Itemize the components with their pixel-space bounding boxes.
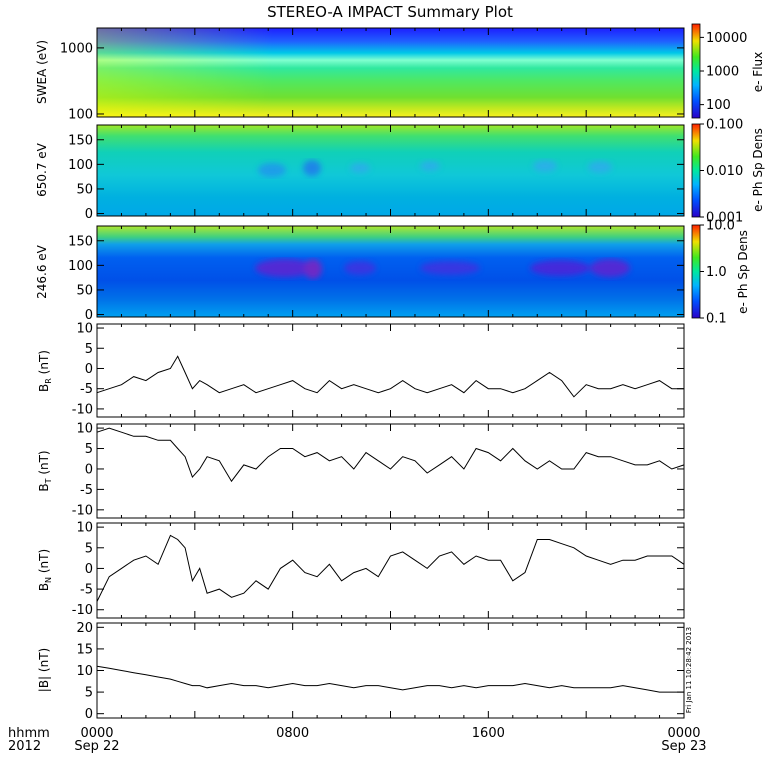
colorbar-flux: 100 1000 10000 e- Flux	[691, 23, 765, 119]
panel-246-ev: 0 50 100 150 246.6 eV	[35, 225, 685, 323]
time-axis-year: 2012	[8, 739, 41, 754]
ytick-label: 5	[85, 342, 93, 357]
colorbar-tick-label: 1000	[706, 65, 739, 80]
ytick-label: 0	[85, 562, 93, 577]
colorbar-tick-label: 0.001	[706, 211, 743, 226]
ytick-label: 0	[85, 308, 93, 323]
ytick-label: 10	[76, 322, 93, 337]
panel-bn: -10 -5 0 5 10 BN (nT)	[37, 521, 685, 619]
timestamp-note: Fri Jan 11 10:28:42 2013	[685, 627, 693, 713]
ytick-label: -10	[72, 603, 93, 618]
bn-series-line	[96, 534, 685, 602]
ytick-label: 1000	[60, 41, 93, 56]
bt-series-line	[96, 427, 685, 483]
swea-ylabel: SWEA (eV)	[35, 40, 49, 104]
bn-ylabel: BN (nT)	[37, 549, 53, 591]
colorbar-tick-label: 0.1	[706, 312, 727, 327]
ev246-ylabel: 246.6 eV	[35, 244, 49, 299]
colorbar-246: 0.1 1.0 10.0 e- Ph Sp Dens	[691, 219, 750, 327]
btot-series-line	[96, 665, 684, 693]
ytick-label: 5	[85, 442, 93, 457]
ytick-label: 150	[68, 234, 93, 249]
ytick-label: 0	[85, 362, 93, 377]
colorbar-tick-label: 100	[706, 98, 731, 113]
ytick-label: 50	[76, 182, 93, 197]
ytick-label: -10	[72, 402, 93, 417]
time-tick-label: 0000	[667, 726, 700, 741]
ytick-label: -5	[80, 382, 93, 397]
panel-br: -10 -5 0 5 10 BR (nT)	[37, 322, 685, 418]
colorbar-246-label: e- Ph Sp Dens	[736, 230, 750, 314]
ytick-label: 10	[76, 521, 93, 536]
ytick-label: 20	[76, 621, 93, 636]
ytick-label: 15	[76, 642, 93, 657]
colorbar-tick-label: 0.010	[706, 164, 743, 179]
time-tick-label: 0800	[276, 726, 309, 741]
time-axis-hhmm: hhmm	[8, 726, 50, 741]
ytick-label: 10	[76, 422, 93, 437]
time-tick-label: 1600	[472, 726, 505, 741]
ev650-spectrogram	[97, 125, 684, 216]
ytick-label: 5	[85, 541, 93, 556]
br-ylabel: BR (nT)	[37, 350, 53, 392]
panel-bt: -10 -5 0 5 10 BT (nT)	[37, 422, 685, 519]
colorbar-tick-label: 0.100	[706, 118, 743, 133]
colorbar-650-label: e- Ph Sp Dens	[751, 128, 765, 212]
colorbar-flux-label: e- Flux	[751, 52, 765, 92]
time-tick-date: Sep 22	[74, 739, 119, 754]
ytick-label: 100	[68, 158, 93, 173]
ev650-ylabel: 650.7 eV	[35, 142, 49, 197]
bt-ylabel: BT (nT)	[37, 450, 53, 491]
ytick-label: 5	[85, 686, 93, 701]
ytick-label: 0	[85, 462, 93, 477]
btot-ylabel: |B| (nT)	[37, 648, 51, 692]
br-series-line	[96, 355, 684, 398]
time-tick-date: Sep 23	[661, 739, 706, 754]
panel-btot: 0 5 10 15 20 |B| (nT)	[37, 621, 685, 722]
ytick-label: -5	[80, 483, 93, 498]
panel-swea: 100 1000 SWEA (eV)	[35, 27, 685, 122]
colorbar-tick-label: 10000	[706, 31, 747, 46]
colorbar-650: 0.001 0.010 0.100 e- Ph Sp Dens	[691, 118, 765, 226]
ytick-label: 0	[85, 707, 93, 722]
ytick-label: 150	[68, 133, 93, 148]
ytick-label: 10	[76, 664, 93, 679]
ytick-label: -5	[80, 583, 93, 598]
ytick-label: 100	[68, 107, 93, 122]
colorbar-tick-label: 1.0	[706, 265, 727, 280]
ytick-label: 100	[68, 259, 93, 274]
time-tick-label: 0000	[80, 726, 113, 741]
panel-650-ev: 0 50 100 150 650.7 eV	[35, 124, 685, 222]
plot-title: STEREO-A IMPACT Summary Plot	[267, 3, 513, 21]
ytick-label: 0	[85, 207, 93, 222]
colorbar-tick-label: 10.0	[706, 219, 735, 234]
ytick-label: 50	[76, 283, 93, 298]
ytick-label: -10	[72, 503, 93, 518]
